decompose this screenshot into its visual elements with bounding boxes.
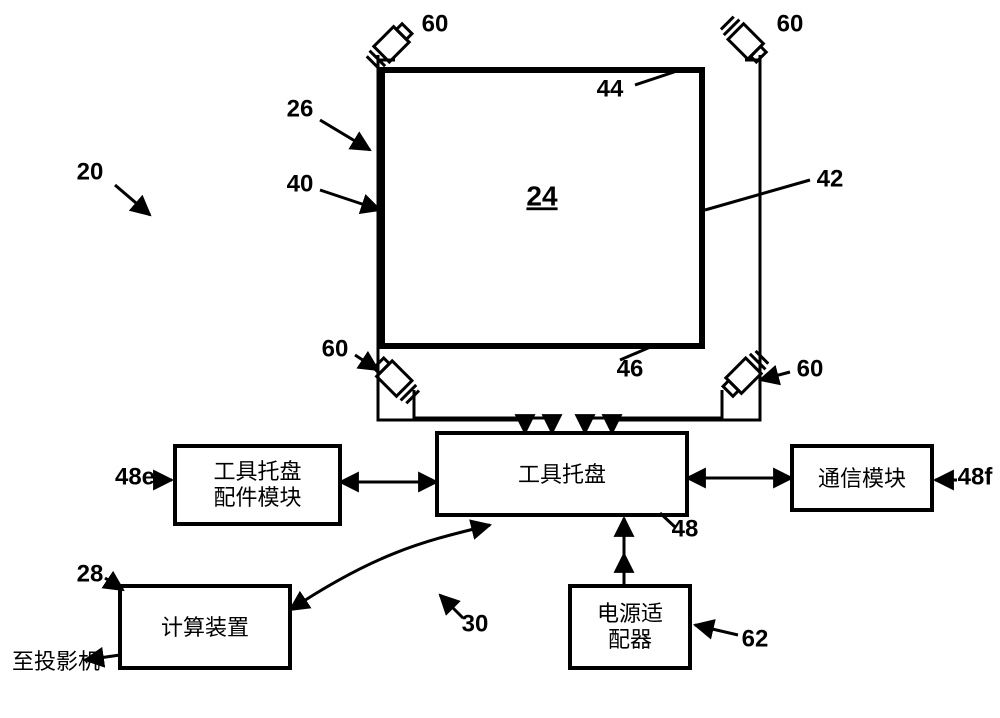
svg-text:42: 42 [817, 165, 844, 192]
svg-text:计算装置: 计算装置 [161, 615, 249, 640]
svg-text:工具托盘: 工具托盘 [213, 459, 301, 484]
svg-text:30: 30 [462, 610, 489, 637]
svg-text:62: 62 [742, 625, 769, 652]
svg-text:60: 60 [777, 10, 804, 37]
svg-text:40: 40 [287, 170, 314, 197]
svg-text:28: 28 [77, 560, 104, 587]
svg-text:60: 60 [322, 335, 349, 362]
svg-text:24: 24 [526, 180, 558, 211]
svg-text:60: 60 [797, 355, 824, 382]
svg-text:工具托盘: 工具托盘 [518, 462, 606, 487]
svg-text:46: 46 [617, 355, 644, 382]
svg-text:20: 20 [77, 158, 104, 185]
svg-text:配器: 配器 [608, 627, 652, 652]
svg-text:至投影机: 至投影机 [12, 649, 100, 674]
svg-text:60: 60 [422, 10, 449, 37]
svg-text:48: 48 [672, 515, 699, 542]
svg-text:26: 26 [287, 95, 314, 122]
svg-text:电源适: 电源适 [597, 601, 663, 626]
svg-text:44: 44 [597, 75, 624, 102]
svg-text:48e: 48e [115, 463, 155, 490]
svg-text:48f: 48f [958, 463, 994, 490]
svg-text:配件模块: 配件模块 [213, 485, 301, 510]
svg-text:通信模块: 通信模块 [818, 466, 906, 491]
